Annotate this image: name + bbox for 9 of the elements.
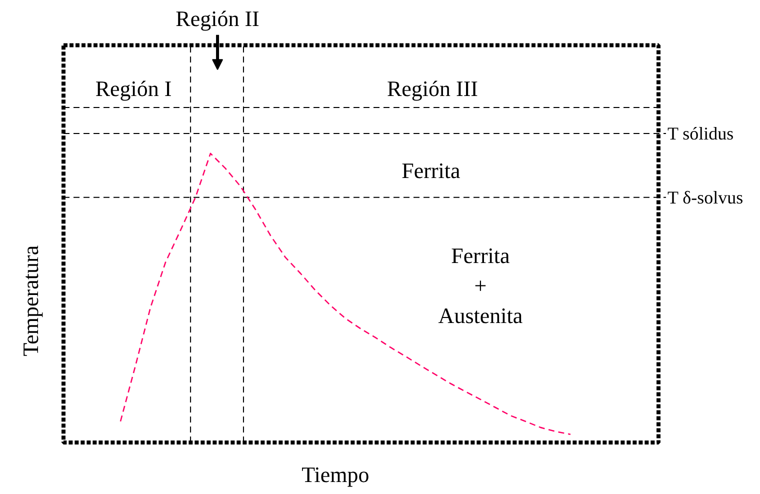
text: Región III: [386, 76, 478, 101]
annotation: Ferrita + Austenita: [438, 243, 523, 328]
y-axis-title: Temperatura: [18, 245, 43, 356]
annotation: Ferrita: [402, 158, 461, 183]
text: Región II: [176, 6, 260, 31]
ref-line-label: T sólidus: [668, 123, 734, 144]
ref-line-label: T δ-solvus: [668, 187, 744, 208]
text: Región I: [95, 76, 172, 101]
x-axis-title: Tiempo: [302, 462, 370, 487]
